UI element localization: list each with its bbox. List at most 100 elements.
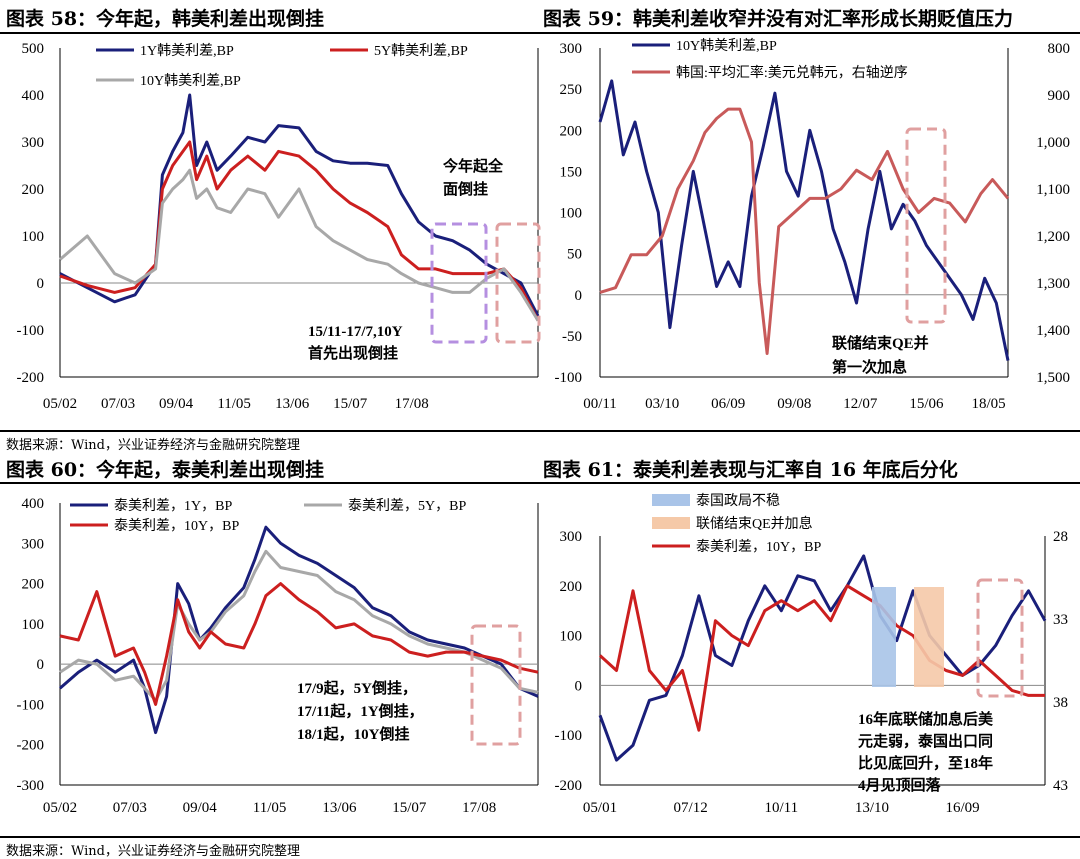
chart60-legend-10y: 泰美利差，10Y，BP	[114, 518, 239, 534]
chart58-y-tick-label: 400	[22, 88, 45, 104]
chart58-y-tick-label: 500	[22, 41, 45, 57]
chart60-x-tick-label: 05/02	[43, 800, 77, 816]
chart60-x-tick-label: 13/06	[322, 800, 357, 816]
chart60-title: 图表 60：今年起，泰美利差出现倒挂	[6, 459, 325, 481]
chart58-y-tick-label: 100	[22, 229, 45, 245]
chart61-y-tick-label: 300	[560, 529, 583, 545]
chart58-x-tick-label: 07/03	[101, 396, 135, 412]
chart59-x-tick-label: 15/06	[909, 396, 944, 412]
chart59-y2-tick-label: 1,100	[1036, 182, 1070, 198]
chart60-y-tick-label: 400	[22, 496, 45, 512]
chart60-x-tick-label: 11/05	[253, 800, 287, 816]
chart58-y-tick-label: -200	[17, 370, 45, 386]
chart59-x-tick-label: 03/10	[645, 396, 679, 412]
chart61-x-tick-label: 10/11	[764, 800, 798, 816]
chart59-y-tick-label: -50	[562, 329, 582, 345]
chart59-y-tick-label: 0	[575, 288, 583, 304]
chart59-y-tick-label: -100	[555, 370, 583, 386]
chart58-x-tick-label: 17/08	[395, 396, 429, 412]
chart61-y-tick-label: -200	[555, 778, 583, 794]
chart59-y-tick-label: 250	[560, 82, 583, 98]
chart61-legend-politics-swatch	[652, 494, 690, 506]
chart58-y-tick-label: 0	[37, 276, 45, 292]
chart60-annotation: 18/1起，10Y倒挂	[297, 725, 410, 743]
chart61-series-line	[598, 554, 1047, 762]
chart61-highlight-box	[976, 578, 1024, 698]
chart61-legend-spread: 泰美利差，10Y，BP	[696, 539, 821, 555]
chart58-series-line	[59, 168, 540, 322]
chart59-y2-tick-label: 800	[1048, 41, 1071, 57]
chart58-legend-10y: 10Y韩美利差,BP	[140, 73, 241, 89]
chart61-y-tick-label: 0	[575, 678, 583, 694]
chart61-series-line	[598, 584, 1045, 732]
chart59-highlight-box	[905, 127, 947, 324]
chart59-x-tick-label: 00/11	[583, 396, 617, 412]
chart59-y-tick-label: 100	[560, 206, 583, 222]
chart60-y-tick-label: 300	[22, 536, 45, 552]
chart61-y-tick-label: 100	[560, 629, 583, 645]
chart58-highlight-box	[430, 222, 488, 344]
chart61-annotation: 元走弱，泰国出口同	[858, 732, 993, 750]
chart61-x-tick-label: 05/01	[583, 800, 617, 816]
chart58-x-tick-label: 09/04	[159, 396, 194, 412]
chart59-y-tick-label: 150	[560, 164, 583, 180]
chart59-y-tick-label: 50	[567, 247, 582, 263]
chart58-annotation: 首先出现倒挂	[308, 344, 398, 362]
chart60-annotation: 17/9起，5Y倒挂，	[297, 679, 417, 697]
chart60-annotation: 17/11起，1Y倒挂，	[297, 702, 424, 720]
chart58-annotation: 今年起全	[442, 157, 504, 175]
chart58-series-line	[59, 93, 540, 317]
chart61-annotation: 16年底联储加息后美	[858, 710, 994, 728]
chart60-series-line	[59, 582, 539, 706]
chart59-y2-tick-label: 1,000	[1036, 135, 1070, 151]
chart58-y-tick-label: 200	[22, 182, 45, 198]
chart59-annotation: 联储结束QE并	[832, 334, 929, 352]
chart60-legend-1y: 泰美利差，1Y，BP	[114, 498, 232, 514]
chart59-x-tick-label: 18/05	[971, 396, 1005, 412]
chart59-title: 图表 59：韩美利差收窄并没有对汇率形成长期贬值压力	[543, 8, 1014, 30]
chart61-x-tick-label: 07/12	[674, 800, 708, 816]
chart59-series-line	[598, 79, 1010, 361]
chart59-x-tick-label: 09/08	[777, 396, 811, 412]
chart59-y2-tick-label: 1,500	[1036, 370, 1070, 386]
chart61-title: 图表 61：泰美利差表现与汇率自 16 年底后分化	[543, 459, 958, 481]
chart58-series-line	[59, 140, 540, 322]
chart58-title: 图表 58：今年起，韩美利差出现倒挂	[6, 8, 325, 30]
divider-bottom	[0, 836, 1080, 838]
source-note-top: 数据来源：Wind，兴业证券经济与金融研究院整理	[6, 438, 300, 453]
chart61-legend-politics: 泰国政局不稳	[696, 493, 780, 509]
chart60-series-line	[59, 525, 539, 735]
chart59-x-tick-label: 06/09	[711, 396, 745, 412]
chart60-x-tick-label: 09/04	[183, 800, 218, 816]
chart61-legend-qe-swatch	[652, 517, 690, 529]
chart59-y-tick-label: 300	[560, 41, 583, 57]
chart58-highlight-box	[495, 222, 541, 344]
chart60-y-tick-label: 0	[37, 657, 45, 673]
chart61-shade-politics	[872, 587, 896, 687]
chart61-y2-tick-label: 33	[1053, 612, 1068, 628]
chart61-annotation: 比见底回升，至18年	[858, 754, 993, 772]
divider-mid2	[0, 482, 1080, 484]
chart59-y2-tick-label: 1,200	[1036, 229, 1070, 245]
chart61-x-tick-label: 13/10	[855, 800, 889, 816]
chart60-x-tick-label: 15/07	[392, 800, 427, 816]
chart58-x-tick-label: 05/02	[43, 396, 77, 412]
divider-top	[0, 32, 1080, 34]
chart58-y-tick-label: -100	[17, 323, 45, 339]
source-note-bottom: 数据来源：Wind，兴业证券经济与金融研究院整理	[6, 844, 300, 859]
chart58-x-tick-label: 11/05	[217, 396, 251, 412]
chart61-x-tick-label: 16/09	[946, 800, 980, 816]
chart58-legend-5y: 5Y韩美利差,BP	[374, 43, 468, 59]
chart59-y2-tick-label: 1,300	[1036, 276, 1070, 292]
chart61-shade-qe	[914, 587, 944, 687]
chart60-highlight-box	[470, 624, 522, 746]
chart59-y2-tick-label: 1,400	[1036, 323, 1070, 339]
chart60-legend-5y: 泰美利差，5Y，BP	[348, 498, 466, 514]
chart61-annotation: 4月见顶回落	[858, 776, 942, 794]
chart61-legend-qe: 联储结束QE并加息	[696, 515, 813, 532]
chart59-y2-tick-label: 900	[1048, 88, 1071, 104]
chart61-y-tick-label: -100	[555, 728, 583, 744]
chart58-legend-1y: 1Y韩美利差,BP	[140, 43, 234, 59]
chart60-x-tick-label: 17/08	[462, 800, 496, 816]
